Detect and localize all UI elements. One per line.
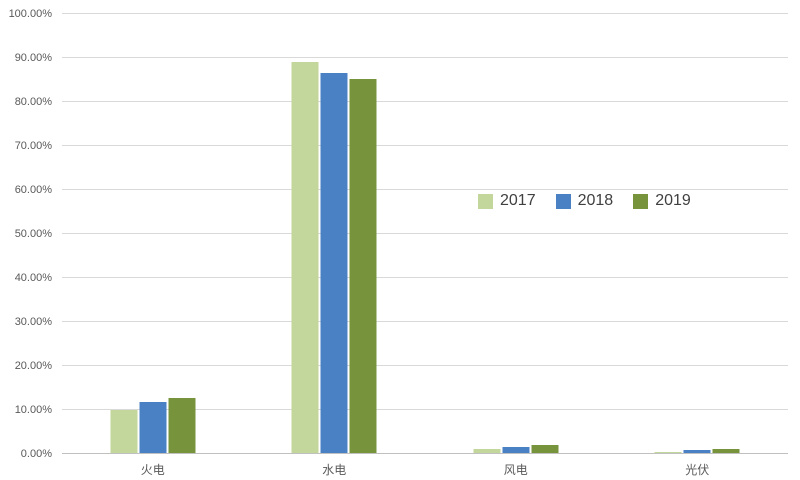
- y-tick-label: 0.00%: [20, 448, 52, 460]
- gridline: [62, 189, 788, 190]
- legend-item-2018: 2018: [555, 192, 614, 210]
- bar-group: [654, 13, 740, 453]
- gridline: [62, 365, 788, 366]
- bar-2018: [502, 446, 530, 453]
- x-axis: 火电 水电 风电 光伏: [62, 454, 788, 480]
- y-tick-label: 100.00%: [8, 8, 52, 20]
- x-tick-label: 水电: [322, 463, 347, 477]
- bar-2019: [349, 79, 377, 453]
- bar-2019: [712, 449, 740, 453]
- gridline: [62, 233, 788, 234]
- plot-area: [62, 13, 788, 454]
- bar-2017: [473, 448, 501, 453]
- bar-2018: [320, 72, 348, 453]
- bar-2018: [139, 402, 167, 453]
- legend-label: 2019: [655, 192, 691, 209]
- x-tick-label: 光伏: [685, 463, 710, 477]
- gridline: [62, 409, 788, 410]
- gridline: [62, 101, 788, 102]
- legend-label: 2018: [577, 192, 614, 209]
- gridline: [62, 13, 788, 14]
- legend-swatch: [633, 193, 649, 209]
- y-tick-label: 40.00%: [14, 272, 52, 284]
- x-axis-line: [62, 453, 788, 454]
- legend-swatch: [555, 193, 571, 209]
- bar-2017: [654, 451, 682, 453]
- y-tick-label: 90.00%: [14, 52, 52, 64]
- x-tick-label: 火电: [140, 463, 165, 477]
- gridline: [62, 145, 788, 146]
- y-tick-label: 20.00%: [14, 360, 52, 372]
- gridline: [62, 321, 788, 322]
- y-axis: 0.00% 10.00% 20.00% 30.00% 40.00% 50.00% 60.00…: [0, 8, 58, 460]
- bar-group: [473, 13, 559, 453]
- legend-swatch: [478, 193, 493, 209]
- gridline: [62, 57, 788, 58]
- y-tick-label: 80.00%: [14, 96, 52, 108]
- legend-item-2019: 2019: [633, 192, 691, 210]
- y-tick-label: 60.00%: [14, 184, 52, 196]
- bar-group: [291, 13, 377, 453]
- y-tick-label: 70.00%: [14, 140, 52, 152]
- y-tick-label: 10.00%: [14, 404, 52, 416]
- y-tick-label: 30.00%: [14, 316, 52, 328]
- y-tick-label: 50.00%: [14, 228, 52, 240]
- legend: 2017 2018 2019: [478, 192, 691, 210]
- bar-2017: [291, 61, 319, 453]
- bar-2019: [168, 398, 196, 453]
- bar-2017: [110, 409, 138, 453]
- x-tick-label: 风电: [503, 463, 528, 477]
- legend-label: 2017: [500, 192, 536, 209]
- legend-item-2017: 2017: [478, 192, 536, 210]
- bar-2019: [531, 444, 559, 453]
- bar-group: [110, 13, 196, 453]
- bar-2018: [683, 449, 711, 453]
- gridline: [62, 277, 788, 278]
